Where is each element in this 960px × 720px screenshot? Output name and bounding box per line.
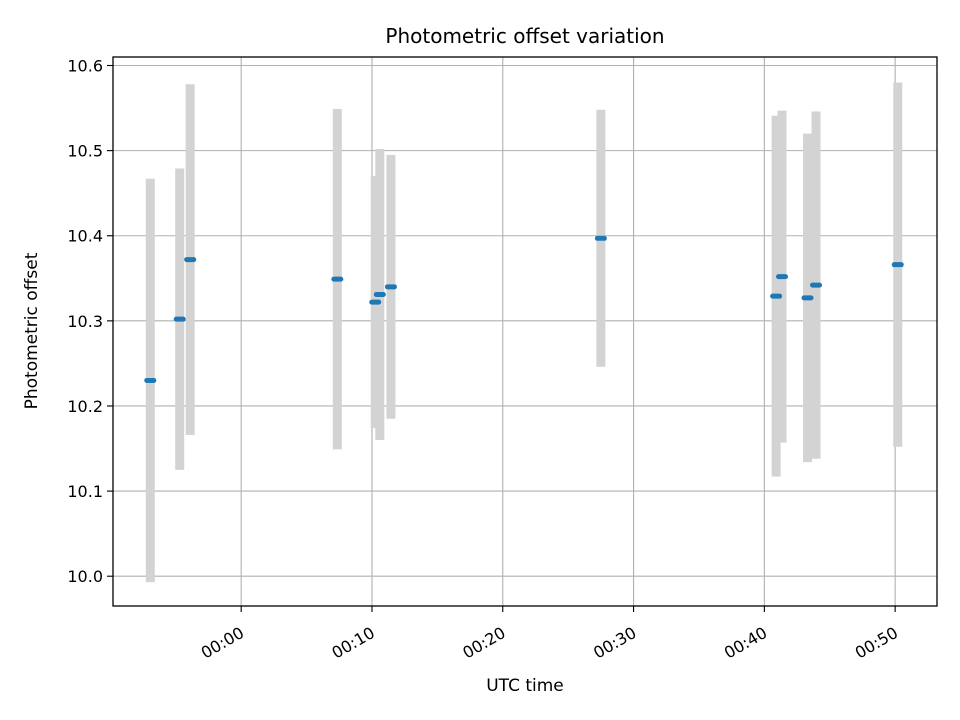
y-tick-label: 10.2 [67,397,103,416]
y-tick-label: 10.1 [67,482,103,501]
y-tick-label: 10.4 [67,227,103,246]
y-tick-label: 10.6 [67,57,103,76]
y-tick-label: 10.0 [67,567,103,586]
x-axis-title: UTC time [486,676,564,696]
y-axis: 10.0 10.1 10.2 10.3 10.4 10.5 10.6 [67,57,113,586]
plot-frame [112,56,938,607]
y-tick-label: 10.5 [67,142,103,161]
y-tick-label: 10.3 [67,312,103,331]
y-axis-title: Photometric offset [22,252,42,409]
data-points [144,235,904,383]
chart-title: Photometric offset variation [385,24,664,48]
